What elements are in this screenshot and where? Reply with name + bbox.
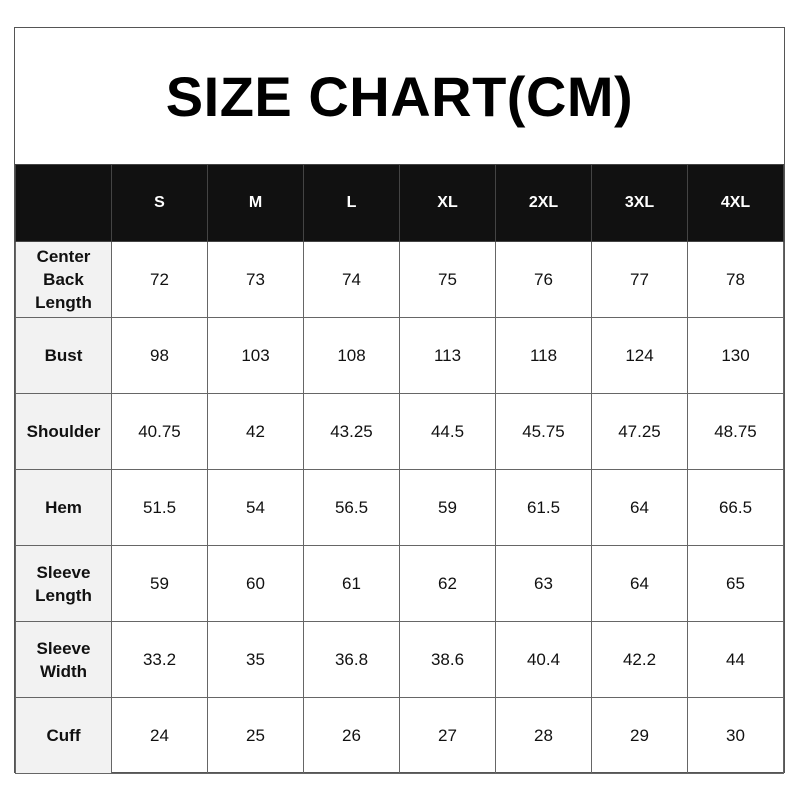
- table-body: Center Back Length 72 73 74 75 76 77 78 Bust 98 10…: [15, 241, 784, 774]
- value-cell: 44.5: [399, 393, 496, 470]
- value-cell: 108: [303, 317, 400, 394]
- value-cell: 42: [207, 393, 304, 470]
- value-cell: 73: [207, 241, 304, 318]
- value-cell: 45.75: [495, 393, 592, 470]
- value-cell: 61.5: [495, 469, 592, 546]
- value-cell: 56.5: [303, 469, 400, 546]
- corner-cell: [15, 164, 112, 242]
- value-cell: 54: [207, 469, 304, 546]
- row-label: Shoulder: [15, 393, 112, 470]
- row-label: Cuff: [15, 697, 112, 774]
- measure-row: Hem 51.5 54 56.5 59 61.5 64 66.5: [15, 469, 784, 546]
- size-header: M: [207, 164, 304, 242]
- value-cell: 28: [495, 697, 592, 774]
- value-cell: 77: [591, 241, 688, 318]
- value-cell: 47.25: [591, 393, 688, 470]
- value-cell: 98: [111, 317, 208, 394]
- title: SIZE CHART(CM): [165, 64, 634, 128]
- value-cell: 78: [687, 241, 784, 318]
- value-cell: 63: [495, 545, 592, 622]
- size-header: S: [111, 164, 208, 242]
- value-cell: 26: [303, 697, 400, 774]
- value-cell: 43.25: [303, 393, 400, 470]
- value-cell: 35: [207, 621, 304, 698]
- measure-row: Center Back Length 72 73 74 75 76 77 78: [15, 241, 784, 318]
- value-cell: 38.6: [399, 621, 496, 698]
- value-cell: 64: [591, 545, 688, 622]
- value-cell: 59: [399, 469, 496, 546]
- size-header: 3XL: [591, 164, 688, 242]
- header-row: S M L XL 2XL 3XL 4XL: [15, 164, 784, 242]
- size-header: 4XL: [687, 164, 784, 242]
- value-cell: 75: [399, 241, 496, 318]
- value-cell: 51.5: [111, 469, 208, 546]
- measure-row: Shoulder 40.75 42 43.25 44.5 45.75 47.25 48.75: [15, 393, 784, 470]
- value-cell: 30: [687, 697, 784, 774]
- value-cell: 59: [111, 545, 208, 622]
- value-cell: 113: [399, 317, 496, 394]
- row-label: Sleeve Length: [15, 545, 112, 622]
- value-cell: 33.2: [111, 621, 208, 698]
- value-cell: 103: [207, 317, 304, 394]
- size-header: L: [303, 164, 400, 242]
- value-cell: 42.2: [591, 621, 688, 698]
- value-cell: 64: [591, 469, 688, 546]
- value-cell: 74: [303, 241, 400, 318]
- value-cell: 65: [687, 545, 784, 622]
- table-header: S M L XL 2XL 3XL 4XL: [15, 164, 784, 242]
- value-cell: 27: [399, 697, 496, 774]
- value-cell: 40.75: [111, 393, 208, 470]
- measure-row: Sleeve Length 59 60 61 62 63 64 65: [15, 545, 784, 622]
- value-cell: 118: [495, 317, 592, 394]
- value-cell: 48.75: [687, 393, 784, 470]
- measure-row: Cuff 24 25 26 27 28 29 30: [15, 697, 784, 774]
- value-cell: 60: [207, 545, 304, 622]
- row-label: Hem: [15, 469, 112, 546]
- value-cell: 66.5: [687, 469, 784, 546]
- size-chart: SIZE CHART(CM) S M L XL 2XL 3XL 4XL Center Bac…: [14, 27, 785, 774]
- value-cell: 124: [591, 317, 688, 394]
- value-cell: 62: [399, 545, 496, 622]
- value-cell: 29: [591, 697, 688, 774]
- value-cell: 24: [111, 697, 208, 774]
- value-cell: 72: [111, 241, 208, 318]
- value-cell: 25: [207, 697, 304, 774]
- value-cell: 130: [687, 317, 784, 394]
- measure-row: Bust 98 103 108 113 118 124 130: [15, 317, 784, 394]
- size-table: S M L XL 2XL 3XL 4XL Center Back Length 72 73 74 7…: [15, 164, 784, 774]
- measure-row: Sleeve Width 33.2 35 36.8 38.6 40.4 42.2 44: [15, 621, 784, 698]
- value-cell: 76: [495, 241, 592, 318]
- row-label: Center Back Length: [15, 241, 112, 318]
- row-label: Sleeve Width: [15, 621, 112, 698]
- value-cell: 40.4: [495, 621, 592, 698]
- value-cell: 44: [687, 621, 784, 698]
- size-header: 2XL: [495, 164, 592, 242]
- row-label: Bust: [15, 317, 112, 394]
- value-cell: 36.8: [303, 621, 400, 698]
- size-header: XL: [399, 164, 496, 242]
- value-cell: 61: [303, 545, 400, 622]
